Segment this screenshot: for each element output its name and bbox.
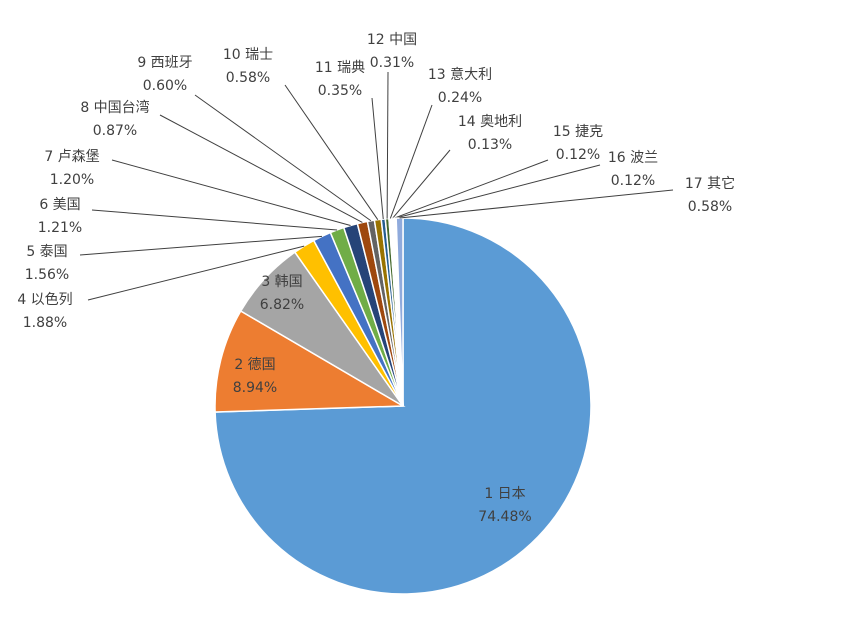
value-label: 74.48% [478, 509, 531, 525]
value-label: 0.24% [438, 90, 482, 106]
value-label: 0.87% [93, 123, 137, 139]
leader-line [371, 97, 384, 220]
slice-label: 3 韩国 [261, 274, 302, 290]
slice-label: 15 捷克 [553, 124, 603, 140]
value-label: 1.21% [38, 220, 82, 236]
leader-line [79, 235, 323, 256]
leader-line [386, 71, 389, 219]
leader-line [395, 164, 601, 219]
slice-label: 14 奥地利 [458, 113, 522, 130]
slice-label: 5 泰国 [26, 244, 67, 260]
leader-line [284, 84, 379, 220]
value-label: 0.31% [370, 55, 414, 71]
leader-line [111, 159, 351, 226]
slice-label: 12 中国 [367, 32, 417, 48]
value-label: 0.13% [468, 137, 512, 153]
slice-label: 9 西班牙 [137, 55, 192, 71]
slice-label: 4 以色列 [17, 291, 72, 308]
leader-line [399, 189, 674, 219]
leader-line [91, 209, 338, 231]
value-label: 0.58% [226, 70, 270, 86]
slice-label: 13 意大利 [428, 66, 492, 83]
value-label: 0.60% [143, 78, 187, 94]
leader-line [389, 104, 433, 219]
value-label: 8.94% [233, 380, 277, 396]
leader-line [159, 114, 363, 223]
value-label: 0.12% [556, 147, 600, 163]
slice-label: 17 其它 [685, 175, 735, 192]
leader-line [87, 245, 305, 301]
value-label: 0.35% [318, 83, 362, 99]
leader-line [393, 159, 549, 219]
slice-label: 2 德国 [234, 357, 275, 373]
value-label: 1.56% [25, 267, 69, 283]
slice-label: 1 日本 [484, 486, 525, 502]
slice-label: 7 卢森堡 [44, 149, 99, 165]
value-label: 6.82% [260, 297, 304, 313]
slice-label: 16 波兰 [608, 150, 658, 166]
leader-line [194, 94, 372, 222]
value-label: 1.88% [23, 315, 67, 331]
slice-label: 11 瑞典 [315, 60, 365, 76]
slice-label: 8 中国台湾 [80, 99, 149, 116]
leader-line [392, 149, 451, 219]
value-label: 0.58% [688, 199, 732, 215]
slice-label: 6 美国 [39, 197, 80, 213]
value-label: 1.20% [50, 172, 94, 188]
pie-slice [214, 310, 406, 413]
slice-label: 10 瑞士 [223, 47, 273, 63]
value-label: 0.12% [611, 173, 655, 189]
